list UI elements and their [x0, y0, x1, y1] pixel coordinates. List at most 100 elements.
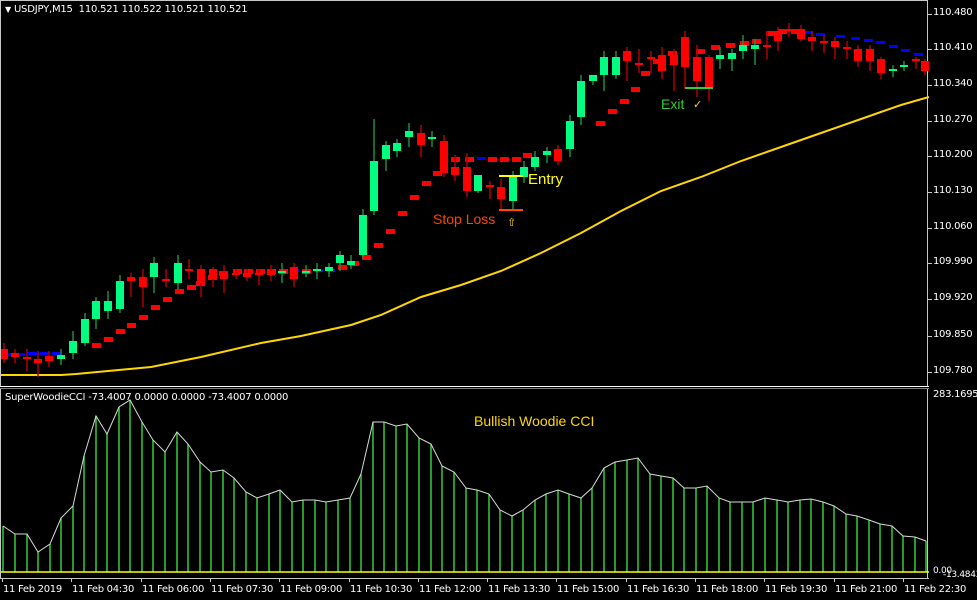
trailing-stop-marker [151, 305, 160, 310]
bear-candle [45, 356, 53, 361]
trailing-stop-marker [187, 285, 196, 290]
trailing-stop-marker [726, 43, 735, 48]
trailing-stop-marker [163, 297, 172, 302]
trailing-stop-marker [631, 87, 640, 92]
bear-candle [921, 61, 929, 71]
bull-candle [325, 267, 333, 271]
bear-candle [486, 185, 494, 187]
time-label: 11 Feb 13:30 [488, 584, 551, 595]
bear-candle [785, 29, 793, 31]
time-label: 11 Feb 15:00 [557, 584, 620, 595]
bear-candle [11, 353, 19, 357]
time-tick [418, 578, 419, 582]
bear-candle [647, 57, 655, 59]
trailing-stop-marker [804, 31, 813, 34]
time-tick [487, 578, 488, 582]
bear-candle [681, 37, 689, 67]
bull-candle [69, 341, 77, 353]
bear-candle [417, 133, 425, 145]
time-label: 11 Feb 18:00 [696, 584, 759, 595]
triangle-down-icon[interactable]: ▼ [5, 5, 11, 14]
bear-candle [232, 273, 240, 275]
price-label: 110.200 [933, 149, 973, 160]
trailing-stop-marker [668, 51, 677, 56]
time-tick [556, 578, 557, 582]
time-tick [834, 578, 835, 582]
time-label: 11 Feb 06:00 [142, 584, 205, 595]
trailing-stop-marker [523, 153, 532, 158]
cci-indicator-pane[interactable]: SuperWoodieCCI -73.4007 0.0000 0.0000 -7… [0, 389, 929, 578]
time-label: 11 Feb 07:30 [211, 584, 274, 595]
pane-separator[interactable] [0, 386, 929, 389]
trailing-stop-marker [374, 243, 383, 248]
bear-candle [877, 59, 885, 73]
trailing-stop-marker [52, 352, 61, 355]
moving-average-line [1, 96, 929, 376]
price-tick [928, 192, 932, 193]
trailing-stop-marker [256, 269, 265, 274]
price-tick [928, 336, 932, 337]
bear-candle [127, 277, 135, 281]
trailing-stop-marker [836, 35, 845, 38]
bear-candle [451, 167, 459, 175]
price-tick [928, 49, 932, 50]
price-tick [928, 299, 932, 300]
bear-candle [440, 141, 448, 173]
price-tick [928, 121, 932, 122]
bear-candle [831, 41, 839, 47]
trailing-stop-marker [16, 353, 25, 356]
trailing-stop-marker [752, 39, 761, 44]
trailing-stop-marker [139, 315, 148, 320]
price-chart-pane[interactable]: ▼ USDJPY,M15 110.521 110.522 110.521 110… [0, 0, 929, 386]
trailing-stop-marker [398, 211, 407, 216]
bull-candle [313, 269, 321, 271]
bear-candle [774, 31, 782, 41]
time-label: 11 Feb 16:30 [627, 584, 690, 595]
price-tick [928, 263, 932, 264]
candlestick-chart [1, 23, 929, 377]
trailing-stop-marker [410, 195, 419, 200]
bear-candle [139, 277, 147, 287]
time-label: 11 Feb 21:00 [835, 584, 898, 595]
bear-candle [854, 49, 862, 61]
trailing-stop-marker [386, 229, 395, 234]
price-label: 109.920 [933, 292, 973, 303]
price-label: 110.410 [933, 42, 973, 53]
time-tick [626, 578, 627, 582]
trailing-stop-marker [914, 53, 923, 56]
bear-candle [185, 269, 193, 271]
bear-candle [705, 57, 713, 89]
time-label: 11 Feb 22:30 [904, 584, 967, 595]
trailing-stop-marker [233, 269, 242, 274]
trailing-stop-marker [608, 109, 617, 114]
bull-candle [359, 215, 367, 255]
bear-candle [23, 357, 31, 359]
trailing-stop-marker [338, 265, 347, 270]
bear-candle [820, 41, 828, 43]
bull-candle [347, 261, 355, 265]
exit-label: Exit [661, 96, 685, 112]
bear-candle [763, 45, 771, 47]
trailing-stop-marker [244, 269, 253, 274]
trailing-stop-marker [620, 99, 629, 104]
bull-candle [543, 151, 551, 155]
bear-candle [843, 47, 851, 49]
bull-candle [716, 55, 724, 59]
trailing-stop-marker [864, 39, 873, 42]
bull-candle [336, 255, 344, 263]
time-tick [71, 578, 72, 582]
bull-candle [474, 175, 482, 191]
bull-candle [278, 271, 286, 273]
price-label: 109.850 [933, 329, 973, 340]
trailing-stop-marker [92, 343, 101, 348]
entry-label: Entry [528, 171, 564, 188]
price-label: 110.480 [933, 7, 973, 18]
price-label: 110.060 [933, 221, 973, 232]
bear-candle [197, 269, 205, 283]
price-tick [928, 156, 932, 157]
bear-candle [162, 279, 170, 281]
time-tick [2, 578, 3, 582]
trailing-stop-marker [127, 323, 136, 328]
trailing-stop-marker [740, 41, 749, 46]
trailing-stop-marker [116, 329, 125, 334]
